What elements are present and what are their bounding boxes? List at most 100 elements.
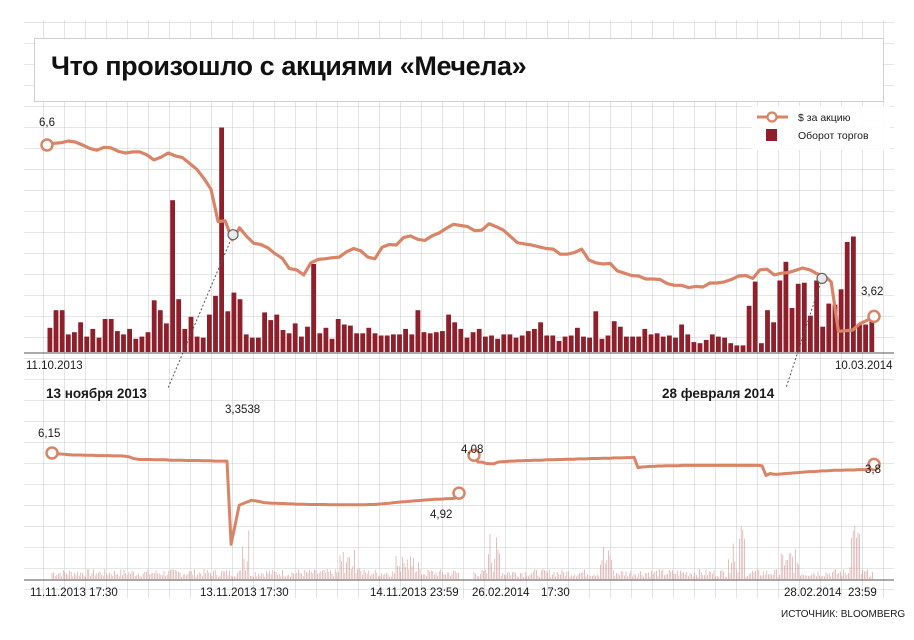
volume-bar: [348, 325, 353, 352]
volume-bar: [734, 345, 740, 352]
volume-bar: [151, 300, 157, 352]
volume-bar: [372, 333, 378, 352]
volume-bars: [47, 127, 875, 352]
volume-bar: [636, 336, 642, 352]
price-start-point: [40, 138, 54, 152]
volume-bar: [783, 261, 789, 352]
volume-bar: [740, 345, 746, 352]
volume-bar: [317, 333, 323, 352]
volume-bar: [869, 315, 875, 352]
volume-bar: [857, 324, 862, 352]
volume-bar: [182, 328, 188, 352]
volume-bar: [262, 312, 267, 352]
volume-bar: [452, 322, 458, 352]
volume-bar: [722, 337, 727, 352]
volume-bar: [458, 328, 464, 352]
volume-bar: [795, 283, 801, 352]
volume-bar: [360, 333, 366, 352]
volume-bar: [139, 336, 145, 352]
volume-bar: [53, 310, 59, 352]
volume-bar: [65, 334, 71, 352]
volume-bar: [274, 314, 280, 352]
volume-bar: [115, 331, 120, 352]
volume-bar: [716, 336, 721, 352]
volume-bar: [157, 310, 163, 352]
volume-bar: [789, 308, 795, 352]
annotation-leaders: [167, 234, 823, 389]
volume-bar: [145, 332, 151, 352]
volume-bar: [709, 334, 715, 352]
volume-bar: [820, 326, 826, 352]
volume-bar: [544, 335, 550, 352]
volume-bar: [415, 310, 421, 352]
volume-bar: [685, 334, 691, 352]
volume-bar: [660, 336, 666, 352]
top-end-value: 3,62: [861, 286, 883, 298]
volume-bar: [256, 337, 261, 352]
top-x-end-label: 10.03.2014: [835, 360, 893, 372]
volume-bar: [826, 303, 832, 352]
volume-bar: [231, 292, 237, 352]
top-start-value: 6,6: [39, 117, 55, 129]
volume-bar: [814, 280, 819, 352]
volume-bar: [771, 322, 776, 352]
volume-bar: [207, 314, 212, 352]
volume-bar: [765, 310, 770, 352]
volume-bar: [538, 322, 543, 352]
bottom-x-label: 23:59: [848, 587, 877, 599]
volume-bar: [648, 334, 654, 352]
volume-bar: [170, 200, 175, 352]
volume-bar: [844, 242, 850, 352]
volume-bar: [47, 327, 53, 352]
volume-bar: [378, 335, 384, 352]
volume-bar: [108, 319, 114, 352]
volume-bar: [593, 311, 599, 352]
volume-bar: [292, 323, 298, 352]
volume-bar: [611, 321, 617, 352]
volume-bar: [409, 334, 415, 352]
volume-bar: [550, 335, 556, 352]
legend-line-marker: [766, 111, 778, 123]
volume-bar: [697, 343, 703, 352]
volume-bar: [268, 320, 274, 352]
volume-bar: [851, 236, 856, 352]
volume-bar: [568, 335, 574, 352]
volume-bar: [440, 331, 445, 352]
bottom-point-label: 3,8: [865, 464, 881, 476]
volume-bar: [225, 311, 231, 352]
volume-bar: [329, 338, 335, 352]
event-marker-nov: [227, 229, 239, 241]
volume-bar: [299, 336, 304, 352]
volume-bar: [127, 328, 132, 352]
volume-bar: [249, 337, 255, 352]
volume-bar: [102, 319, 108, 352]
volume-bar: [605, 335, 611, 352]
chart-labels: 11.10.2013 10.03.2014 6,6 3,62 13 ноября 201…: [26, 117, 905, 620]
volume-bar: [703, 339, 709, 352]
intraday-volume-spikes: [51, 526, 873, 580]
volume-bar: [433, 332, 439, 352]
volume-bar: [311, 264, 316, 352]
volume-bar: [495, 338, 500, 352]
bottom-point-label: 3,3538: [225, 404, 260, 416]
volume-bar: [575, 327, 580, 352]
volume-bar: [72, 332, 77, 352]
bottom-x-label: 14.11.2013 23:59: [370, 587, 459, 599]
volume-bar: [59, 310, 65, 352]
volume-bar: [200, 337, 206, 352]
volume-bar: [507, 334, 513, 352]
volume-bar: [470, 332, 476, 352]
price-series-line: [46, 139, 875, 333]
volume-bar: [599, 338, 605, 352]
volume-bar: [446, 314, 451, 352]
volume-bar: [90, 328, 96, 352]
top-x-start-label: 11.10.2013: [26, 360, 83, 372]
volume-bar: [759, 343, 764, 352]
volume-bar: [366, 327, 372, 352]
volume-bar: [673, 337, 678, 352]
intraday-end-point: [867, 457, 881, 472]
volume-bar: [133, 338, 139, 352]
intraday-price-line: [51, 451, 461, 546]
bottom-point-label: 4,08: [461, 444, 483, 456]
annotation-nov: 13 ноября 2013: [46, 386, 147, 401]
